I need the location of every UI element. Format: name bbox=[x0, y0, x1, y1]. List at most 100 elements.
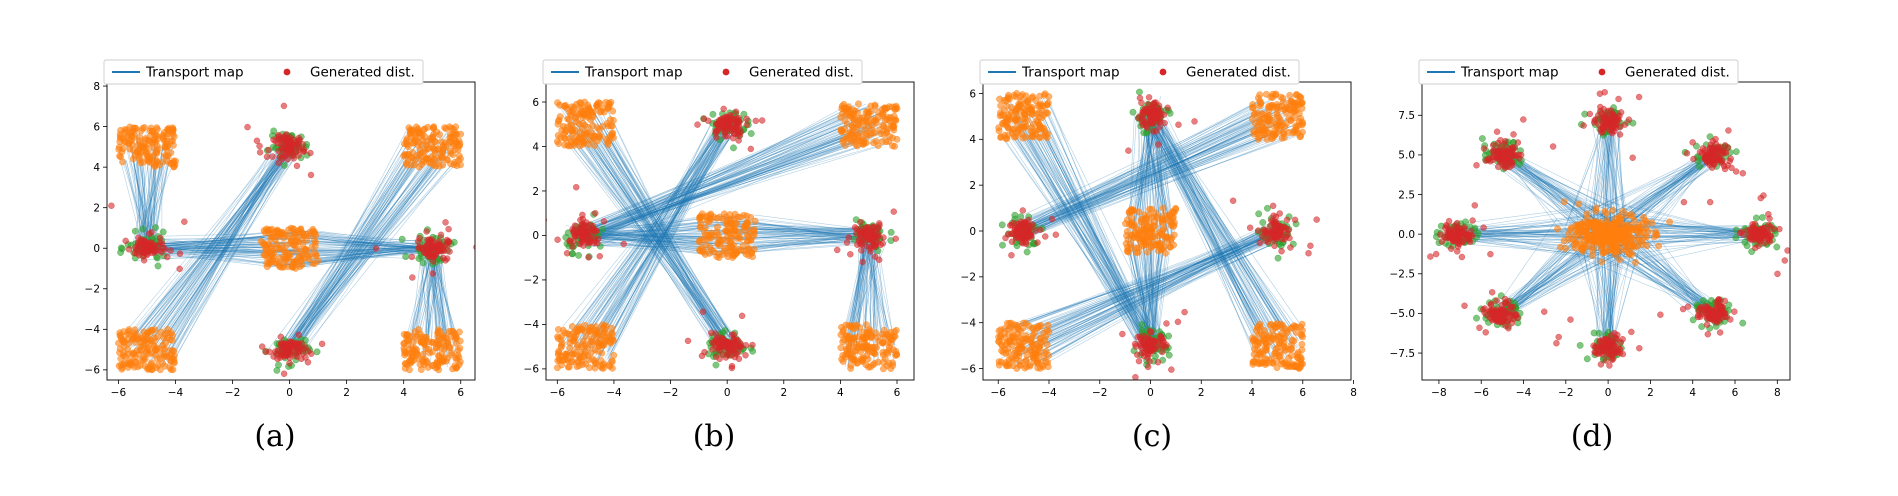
source-point bbox=[750, 245, 758, 253]
generated-point bbox=[694, 121, 701, 128]
source-point bbox=[1034, 364, 1042, 372]
source-point bbox=[152, 149, 160, 156]
target-point bbox=[131, 227, 139, 235]
transport-line bbox=[606, 142, 731, 339]
source-point bbox=[423, 145, 431, 153]
source-point bbox=[707, 229, 715, 237]
transport-line bbox=[135, 140, 297, 352]
source-point bbox=[587, 116, 594, 124]
source-point bbox=[569, 130, 576, 138]
transport-line bbox=[1040, 127, 1155, 340]
transport-line bbox=[1027, 125, 1259, 233]
generated-point bbox=[734, 131, 742, 138]
transport-line bbox=[1019, 230, 1280, 337]
generated-point bbox=[743, 121, 751, 128]
transport-line bbox=[1030, 107, 1264, 231]
transport-line bbox=[1141, 114, 1172, 248]
source-point bbox=[1000, 96, 1008, 104]
transport-line bbox=[1034, 233, 1274, 330]
transport-line bbox=[1146, 111, 1281, 342]
transport-line bbox=[584, 215, 705, 242]
transport-line bbox=[157, 144, 289, 334]
source-point bbox=[706, 243, 714, 251]
source-point bbox=[135, 133, 143, 141]
transport-line bbox=[1026, 137, 1264, 231]
generated-point bbox=[1145, 94, 1153, 101]
transport-line bbox=[1024, 108, 1151, 350]
generated-point bbox=[554, 236, 561, 243]
x-tick-label: −2 bbox=[225, 387, 240, 399]
generated-point bbox=[176, 265, 183, 273]
transport-line bbox=[1025, 103, 1295, 231]
source-point bbox=[870, 139, 877, 147]
target-point bbox=[269, 143, 277, 151]
transport-line bbox=[1156, 121, 1276, 355]
transport-line bbox=[581, 135, 736, 340]
generated-point bbox=[307, 149, 314, 157]
source-points bbox=[553, 98, 901, 373]
transport-line bbox=[126, 161, 147, 251]
generated-point bbox=[1139, 121, 1146, 129]
transport-line bbox=[593, 130, 865, 242]
transport-line bbox=[582, 139, 734, 343]
source-point bbox=[878, 330, 886, 338]
transport-line bbox=[1151, 113, 1299, 348]
transport-line bbox=[567, 126, 724, 338]
transport-line bbox=[577, 125, 734, 345]
transport-line bbox=[292, 137, 433, 350]
generated-point bbox=[1134, 351, 1141, 358]
transport-line bbox=[596, 126, 873, 233]
source-point bbox=[1263, 343, 1271, 351]
transport-line bbox=[1151, 125, 1273, 361]
transport-line bbox=[1028, 232, 1273, 335]
transport-line bbox=[165, 147, 289, 354]
transport-line bbox=[603, 124, 732, 345]
transport-line bbox=[1031, 225, 1282, 366]
transport-line bbox=[574, 119, 857, 245]
generated-point bbox=[709, 346, 716, 353]
generated-point bbox=[579, 235, 586, 243]
target-point bbox=[1136, 88, 1143, 96]
source-point bbox=[568, 350, 575, 358]
transport-line bbox=[1010, 102, 1284, 225]
transport-line bbox=[1150, 112, 1259, 326]
transport-line bbox=[602, 138, 727, 342]
generated-point bbox=[571, 233, 579, 240]
source-point bbox=[608, 357, 616, 365]
source-point bbox=[607, 338, 615, 346]
transport-line bbox=[1012, 99, 1271, 221]
source-point bbox=[1008, 104, 1016, 111]
source-point bbox=[751, 230, 758, 237]
source-point bbox=[162, 339, 169, 347]
transport-line bbox=[1014, 237, 1274, 351]
transport-line bbox=[1156, 113, 1285, 327]
source-point bbox=[1134, 248, 1142, 256]
transport-line bbox=[167, 140, 299, 355]
source-point bbox=[715, 250, 723, 258]
transport-line bbox=[1150, 241, 1154, 337]
source-point bbox=[841, 126, 849, 133]
transport-line bbox=[574, 110, 874, 235]
source-point bbox=[604, 122, 612, 130]
transport-line bbox=[1026, 110, 1293, 232]
source-point bbox=[1030, 120, 1037, 128]
source-point bbox=[1269, 90, 1277, 98]
transport-line bbox=[582, 121, 881, 234]
transport-line bbox=[593, 115, 889, 240]
transport-line bbox=[1047, 226, 1273, 329]
transport-line bbox=[1029, 105, 1294, 229]
source-point bbox=[1263, 117, 1270, 125]
source-point bbox=[695, 238, 703, 246]
source-point bbox=[1283, 329, 1291, 337]
source-point bbox=[268, 251, 276, 259]
source-point bbox=[151, 161, 159, 169]
generated-point bbox=[1152, 128, 1160, 135]
transport-line bbox=[587, 224, 716, 237]
source-point bbox=[1002, 349, 1010, 357]
transport-line bbox=[572, 124, 718, 360]
source-point bbox=[1014, 128, 1022, 136]
source-point bbox=[412, 130, 420, 138]
transport-line bbox=[1156, 120, 1159, 214]
transport-line bbox=[607, 117, 724, 360]
generated-point bbox=[1159, 341, 1167, 349]
